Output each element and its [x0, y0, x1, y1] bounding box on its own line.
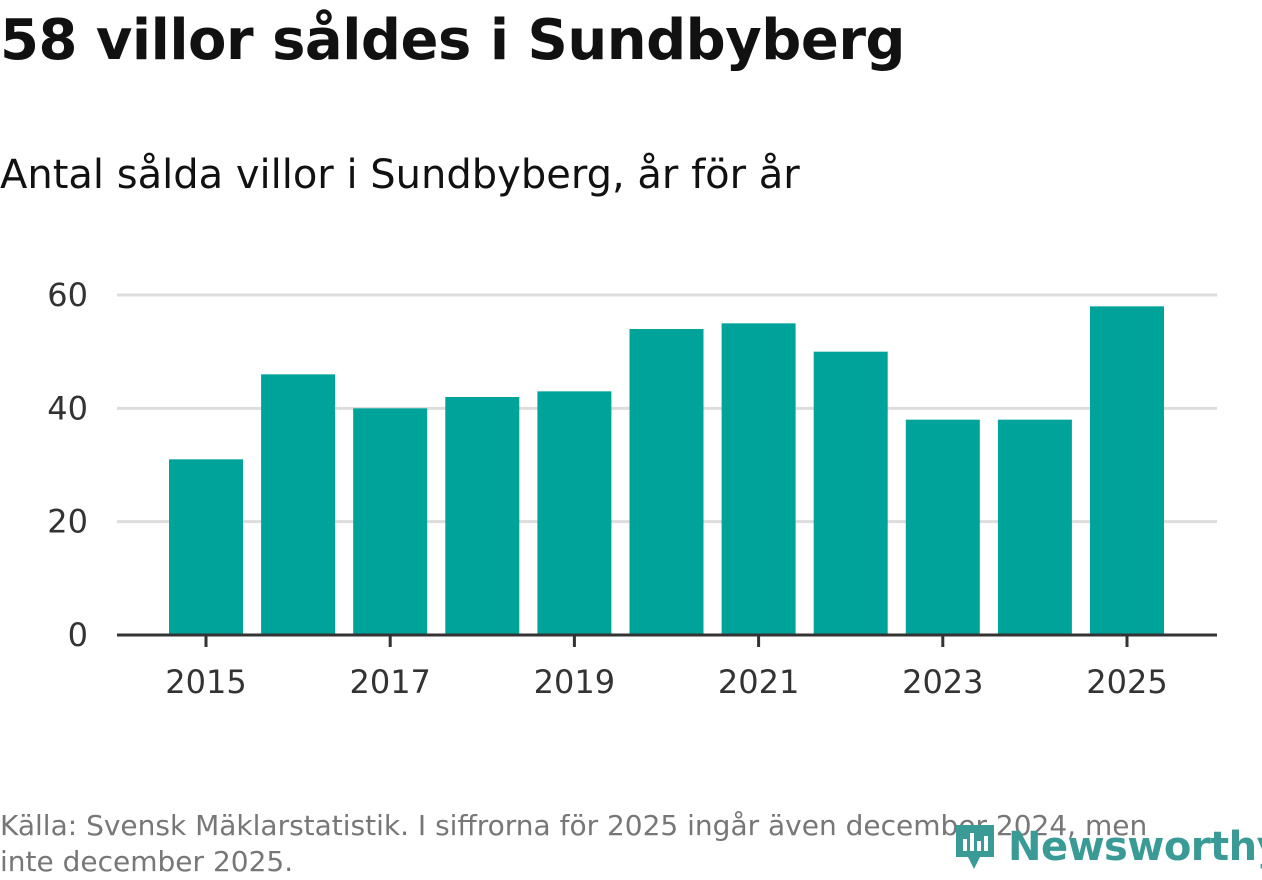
bar-2021: [721, 323, 796, 635]
bar-2025: [1090, 306, 1164, 635]
bar-layer: [169, 306, 1164, 635]
axis-layer: 0 20 40 60 2015 2017 2019 2021 2023 2025: [47, 276, 1217, 701]
y-tick-label: 0: [68, 616, 88, 654]
bar-2018: [445, 397, 520, 635]
newsworthy-logo-icon: [956, 825, 994, 869]
y-tick-label: 40: [47, 389, 88, 427]
bar-2019: [537, 391, 612, 635]
x-tick-label: 2021: [718, 663, 799, 701]
bar-chart: 0 20 40 60 2015 2017 2019 2021 2023 2025: [47, 276, 1217, 701]
logo-text: Newsworthy: [1008, 824, 1262, 870]
bar-2023: [905, 419, 980, 635]
bar-2015: [169, 459, 243, 635]
x-tick-label: 2019: [534, 663, 615, 701]
x-tick-label: 2025: [1086, 663, 1167, 701]
chart-title: 58 villor såldes i Sundbyberg: [0, 8, 906, 73]
bar-2020: [629, 329, 704, 635]
x-tick-label: 2023: [902, 663, 983, 701]
bar-2022: [813, 351, 888, 635]
bar-2016: [261, 374, 336, 635]
x-tick-label: 2017: [349, 663, 430, 701]
x-tick-label: 2015: [165, 663, 246, 701]
bar-2017: [353, 408, 428, 635]
bar-2024: [997, 419, 1072, 635]
y-tick-label: 20: [47, 503, 88, 541]
chart-subtitle: Antal sålda villor i Sundbyberg, år för …: [0, 152, 800, 198]
newsworthy-logo[interactable]: Newsworthy: [952, 818, 1262, 876]
y-tick-label: 60: [47, 276, 88, 314]
